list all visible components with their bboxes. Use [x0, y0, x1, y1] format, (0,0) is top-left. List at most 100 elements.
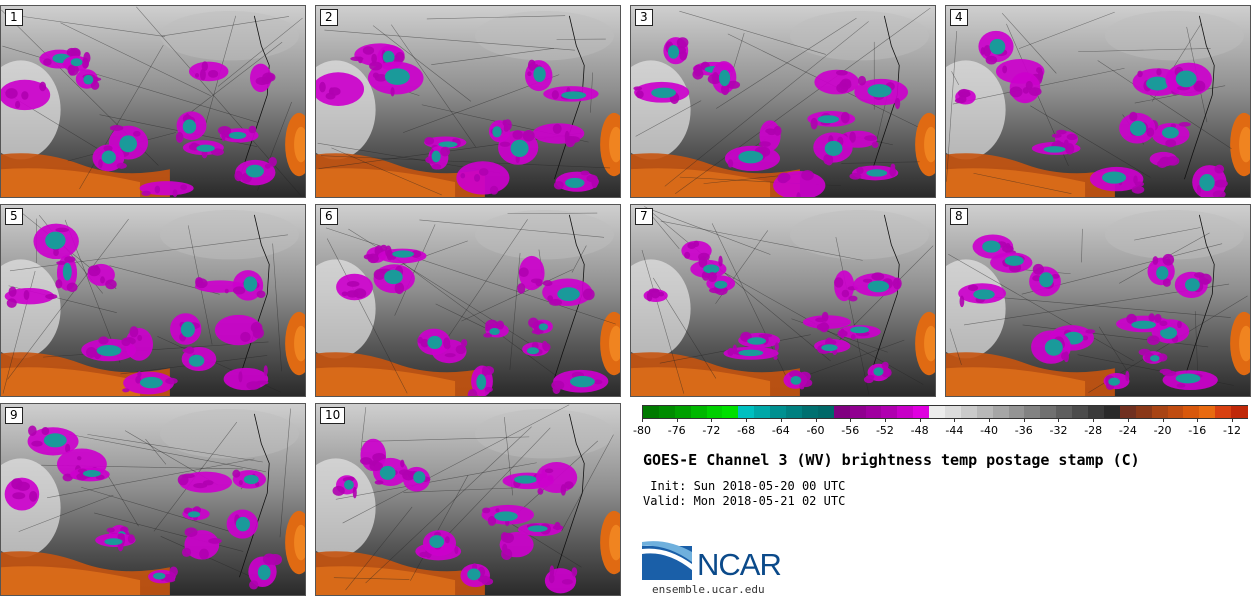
wv-map-image	[631, 6, 935, 197]
colorbar-tick-mark	[989, 418, 991, 422]
colorbar-segment	[865, 406, 882, 418]
colorbar-tick-mark	[780, 418, 782, 422]
init-time: Init: Sun 2018-05-20 00 UTC	[643, 479, 846, 493]
valid-time: Valid: Mon 2018-05-21 02 UTC	[643, 494, 846, 508]
colorbar-tick-label: -32	[1049, 424, 1068, 437]
colorbar-segment	[1183, 406, 1200, 418]
colorbar-segment	[754, 406, 771, 418]
stamp-panel-5[interactable]: 5	[0, 204, 306, 397]
colorbar-segment	[1056, 406, 1073, 418]
colorbar-tick-label: -64	[771, 424, 790, 437]
colorbar-tick-label: -12	[1223, 424, 1241, 437]
site-url[interactable]: ensemble.ucar.edu	[652, 583, 765, 596]
stamp-panel-3[interactable]: 3	[630, 5, 936, 198]
colorbar-segment	[849, 406, 867, 418]
colorbar-segment	[801, 406, 819, 418]
wv-map-image	[1, 404, 305, 595]
colorbar-segment	[722, 406, 739, 418]
colorbar-tick-mark	[850, 418, 852, 422]
panel-number: 7	[635, 208, 653, 225]
panel-number: 4	[950, 9, 968, 26]
colorbar-tick-mark	[1232, 418, 1233, 422]
stamp-panel-1[interactable]: 1	[0, 5, 306, 198]
colorbar-segment	[1231, 406, 1248, 418]
colorbar-segment	[1215, 406, 1232, 418]
figure-title: GOES-E Channel 3 (WV) brightness temp po…	[643, 451, 1140, 469]
colorbar-segment	[1119, 406, 1137, 418]
colorbar-segment	[897, 406, 914, 418]
colorbar-tick-mark	[919, 418, 921, 422]
colorbar-tick-mark	[642, 418, 643, 422]
stamp-panel-7[interactable]: 7	[630, 204, 936, 397]
colorbar	[642, 405, 1248, 419]
stamp-panel-8[interactable]: 8	[945, 204, 1251, 397]
logo-text: NCAR	[697, 547, 782, 582]
colorbar-segment	[1024, 406, 1041, 418]
colorbar-tick-label: -76	[667, 424, 686, 437]
colorbar-tick-mark	[711, 418, 713, 422]
colorbar-segment	[929, 406, 946, 418]
wv-map-image	[631, 205, 935, 396]
colorbar-segment	[770, 406, 787, 418]
colorbar-segment	[690, 406, 708, 418]
wv-map-image	[1, 6, 305, 197]
panel-number: 3	[635, 9, 653, 26]
panel-number: 2	[320, 9, 338, 26]
colorbar-tick-mark	[746, 418, 748, 422]
colorbar-tick-label: -16	[1188, 424, 1207, 437]
panel-number: 10	[320, 407, 346, 424]
colorbar-tick-label: -52	[875, 424, 894, 437]
colorbar-segment	[833, 406, 851, 418]
colorbar-tick-mark	[884, 418, 886, 422]
colorbar-segment	[1103, 406, 1121, 418]
colorbar-segment	[738, 406, 755, 418]
colorbar-tick-label: -24	[1118, 424, 1137, 437]
colorbar-tick-mark	[1197, 418, 1199, 422]
colorbar-tick-mark	[1058, 418, 1060, 422]
colorbar-segment	[945, 406, 962, 418]
stamp-panel-4[interactable]: 4	[945, 5, 1251, 198]
colorbar-tick-mark	[676, 418, 678, 422]
wv-map-image	[1, 205, 305, 396]
colorbar-segment	[1072, 406, 1089, 418]
colorbar-tick-mark	[815, 418, 817, 422]
stamp-panel-9[interactable]: 9	[0, 403, 306, 596]
panel-number: 8	[950, 208, 968, 225]
wv-map-image	[316, 404, 620, 595]
colorbar-segment	[976, 406, 994, 418]
stamp-panel-2[interactable]: 2	[315, 5, 621, 198]
colorbar-tick-label: -68	[737, 424, 756, 437]
ncar-logo-icon	[642, 541, 692, 580]
wv-map-image	[946, 205, 1250, 396]
colorbar-tick-mark	[1127, 418, 1129, 422]
colorbar-segment	[1135, 406, 1153, 418]
colorbar-segment	[643, 406, 660, 418]
colorbar-segment	[1008, 406, 1026, 418]
panel-number: 5	[5, 208, 23, 225]
stamp-panel-10[interactable]: 10	[315, 403, 621, 596]
colorbar-segment	[1199, 406, 1216, 418]
colorbar-tick-label: -48	[910, 424, 929, 437]
colorbar-segment	[913, 406, 930, 418]
colorbar-tick-label: -28	[1084, 424, 1103, 437]
colorbar-segment	[1167, 406, 1184, 418]
colorbar-tick-label: -44	[945, 424, 964, 437]
colorbar-tick-label: -40	[980, 424, 999, 437]
colorbar-segment	[960, 406, 978, 418]
colorbar-segment	[786, 406, 803, 418]
panel-number: 1	[5, 9, 23, 26]
colorbar-tick-mark	[1093, 418, 1095, 422]
colorbar-tick-label: -56	[841, 424, 860, 437]
colorbar-tick-mark	[954, 418, 956, 422]
stamp-panel-6[interactable]: 6	[315, 204, 621, 397]
colorbar-tick-label: -60	[806, 424, 825, 437]
wv-map-image	[316, 6, 620, 197]
colorbar-tick-label: -72	[702, 424, 721, 437]
colorbar-tick-mark	[1162, 418, 1164, 422]
panel-number: 6	[320, 208, 338, 225]
colorbar-segment	[992, 406, 1010, 418]
colorbar-tick-label: -80	[633, 424, 651, 437]
colorbar-segment	[881, 406, 898, 418]
colorbar-segment	[706, 406, 724, 418]
panel-number: 9	[5, 407, 23, 424]
